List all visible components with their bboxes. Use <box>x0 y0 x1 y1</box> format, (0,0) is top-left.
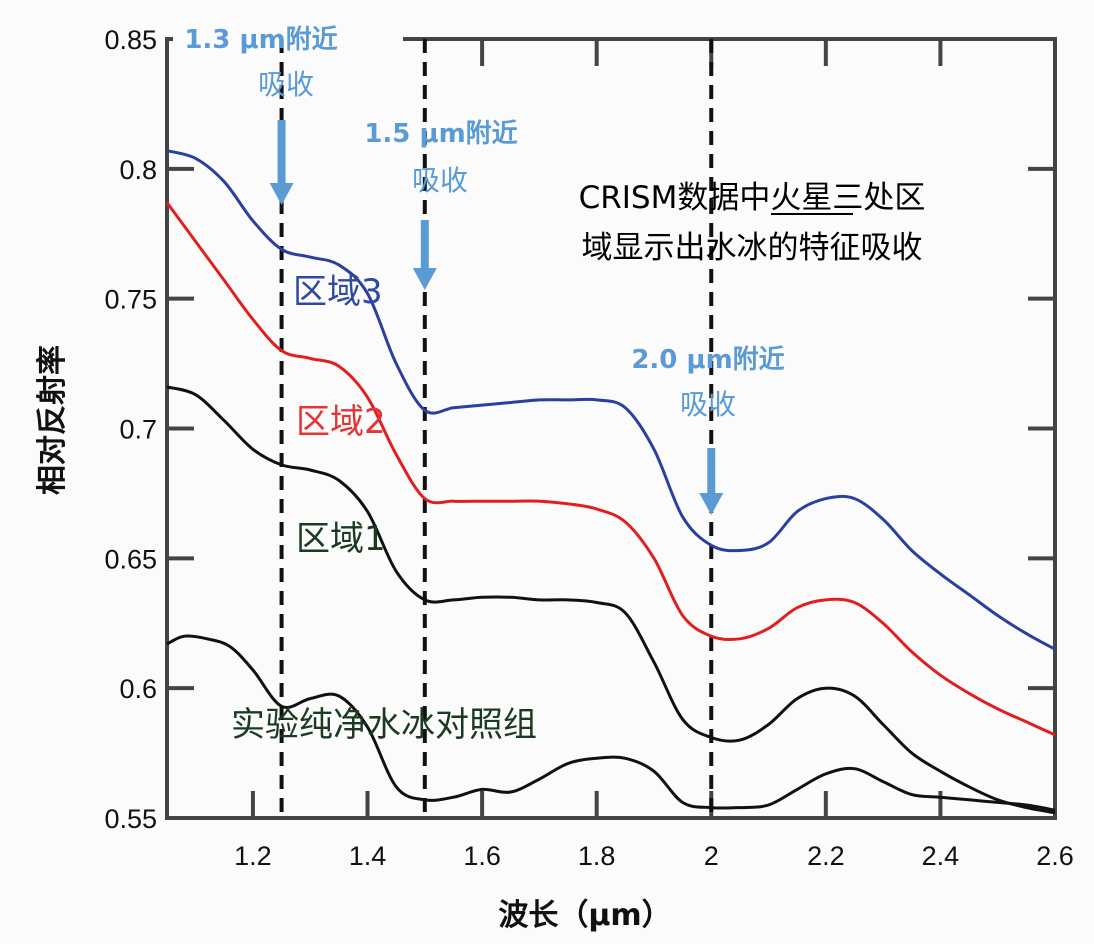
series-label-region3: 区域3 <box>293 272 383 312</box>
x-tick-label: 2.4 <box>922 841 960 871</box>
y-tick-label: 0.7 <box>119 415 157 445</box>
annotation-1-5-line2: 吸收 <box>412 164 468 197</box>
arrow-head-icon <box>699 493 724 515</box>
absorption-lines <box>279 39 714 818</box>
x-tick-label: 2.6 <box>1036 841 1074 871</box>
series-line-region1 <box>166 385 1056 815</box>
chart-title-line2: 域显示出水冰的特征吸收 <box>582 230 923 266</box>
arrow-head-icon <box>269 183 294 205</box>
y-tick-label: 0.75 <box>104 285 157 315</box>
axis-ticks: 1.2 1.4 1.6 1.8 2 2.2 2.4 2.6 0.55 0.6 0.65 0.7 0.75… <box>104 25 1073 871</box>
y-tick-label: 0.8 <box>119 155 157 185</box>
y-axis-title: 相对反射率 <box>35 345 70 495</box>
series-group <box>165 149 1056 815</box>
y-tick-label: 0.55 <box>104 804 157 834</box>
series-label-control: 实验纯净水冰对照组 <box>231 705 537 745</box>
y-tick-label: 0.85 <box>104 25 157 55</box>
annotation-1-3-line1: 1.3 μm附近 <box>184 25 337 55</box>
x-tick-label: 1.8 <box>578 841 616 871</box>
arrow-head-icon <box>412 268 437 290</box>
y-tick-label: 0.6 <box>119 674 157 704</box>
x-tick-label: 1.4 <box>349 841 387 871</box>
y-tick-label: 0.65 <box>104 544 157 574</box>
x-tick-label: 2.2 <box>807 841 845 871</box>
annotation-arrows <box>269 120 724 515</box>
series-line-control <box>166 634 1056 812</box>
series-line-region3 <box>166 149 1056 651</box>
x-tick-label: 1.6 <box>463 841 501 871</box>
x-axis-title: 波长（μm） <box>498 898 671 933</box>
annotation-1-5-line1: 1.5 μm附近 <box>364 119 517 149</box>
x-tick-label: 1.2 <box>234 841 272 871</box>
series-label-region2: 区域2 <box>296 402 386 442</box>
series-line-region2 <box>165 201 1056 737</box>
annotation-2-0-line2: 吸收 <box>680 388 736 421</box>
series-label-region1: 区域1 <box>296 519 386 559</box>
x-tick-label: 2 <box>704 841 719 871</box>
annotation-2-0-line1: 2.0 μm附近 <box>631 345 784 375</box>
chart-title-line1: CRISM数据中火星三处区 <box>579 180 926 216</box>
annotation-1-3-line2: 吸收 <box>258 68 314 101</box>
